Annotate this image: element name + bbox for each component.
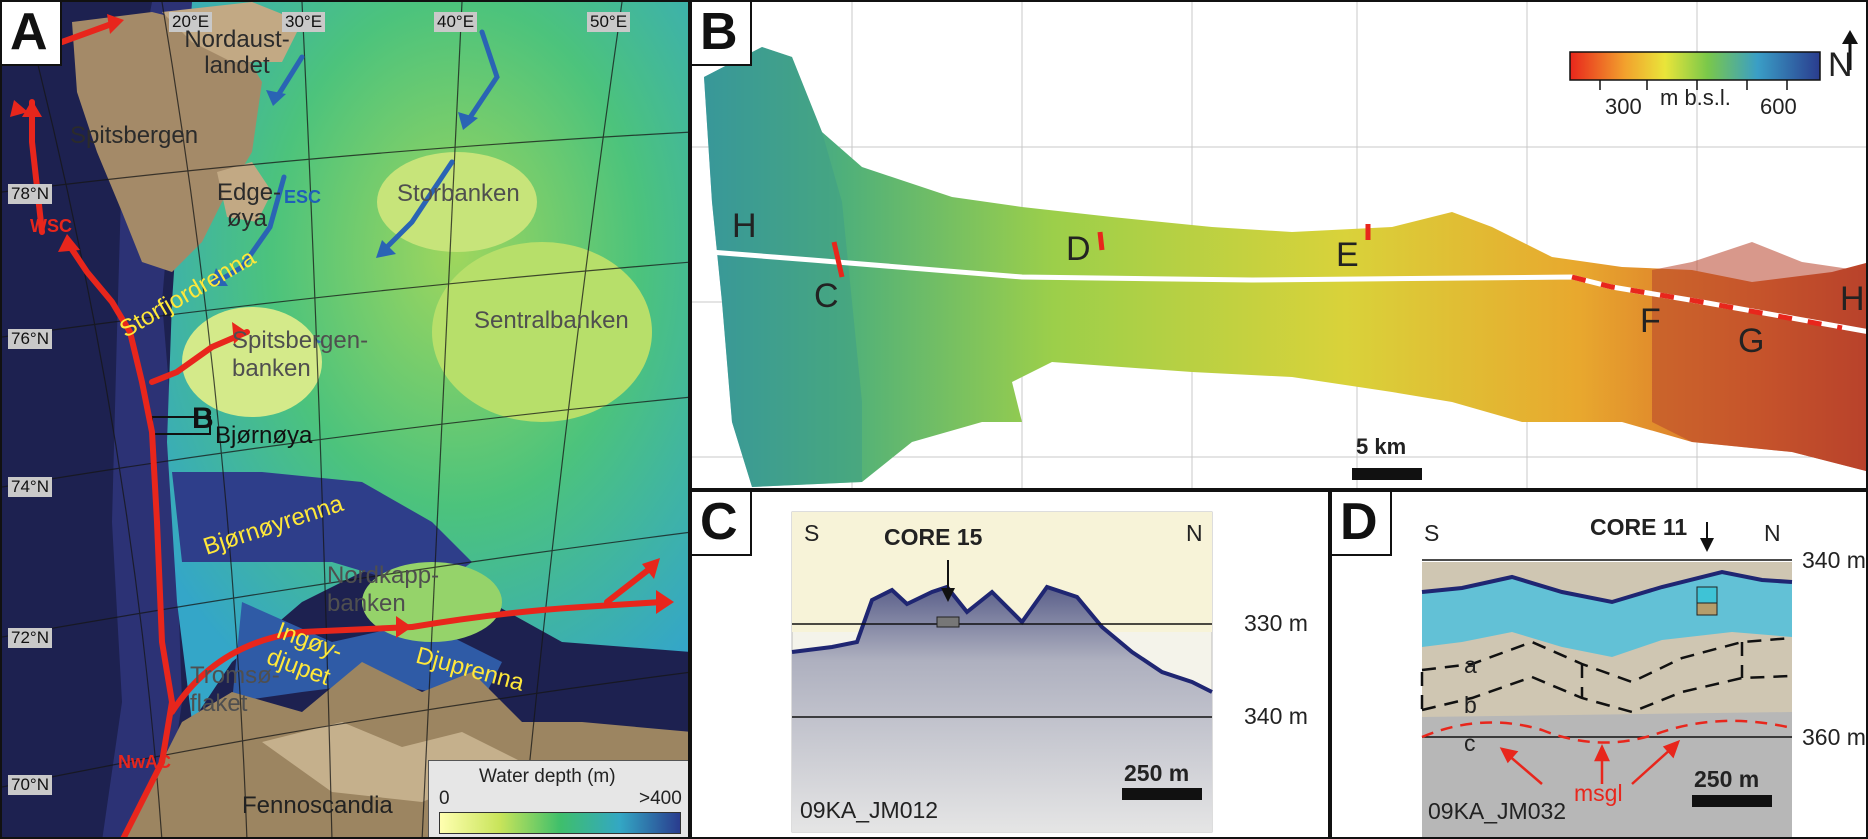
lat-label-74n: 74°N: [8, 477, 52, 497]
panel-d-msgl-label: msgl: [1574, 780, 1623, 806]
profile-letter-h-end: H: [1840, 280, 1865, 318]
profile-letter-e: E: [1336, 236, 1359, 274]
panel-d-unit-a: a: [1464, 652, 1477, 678]
panel-c-depth-lower: 340 m: [1244, 703, 1308, 729]
lon-label-20e: 20°E: [169, 12, 213, 32]
panel-c-profile-image: [791, 511, 1213, 833]
panel-d-unit-b: b: [1464, 692, 1477, 718]
panel-a-map: A 20°E 30°E 40°E 50°E 78°N 76°N 74°N 72°…: [0, 0, 690, 839]
lon-label-40e: 40°E: [434, 12, 478, 32]
panel-d-north: N: [1764, 520, 1781, 546]
label-nwac: NwAC: [118, 752, 171, 772]
panel-c-scale-label: 250 m: [1124, 760, 1190, 786]
panel-b-label: B: [692, 2, 752, 66]
profile-letter-g: G: [1738, 322, 1765, 360]
panel-c-core-label: CORE 15: [884, 524, 983, 550]
label-esc: ESC: [284, 187, 322, 207]
lat-label-70n: 70°N: [8, 775, 52, 795]
label-nordaustlandet: Nordaust- landet: [184, 26, 290, 79]
panel-c-label: C: [692, 492, 752, 556]
lat-label-72n: 72°N: [8, 628, 52, 648]
depth-legend-colorbar: [439, 812, 681, 834]
panel-d-south: S: [1424, 520, 1440, 546]
panel-d-unit-c: c: [1464, 730, 1476, 756]
label-spitsbergenbanken: Spitsbergen- banken: [232, 327, 369, 382]
bathymetry-map: [2, 2, 688, 837]
panel-d-depth-lower: 360 m: [1802, 724, 1866, 750]
panel-d-line-id: 09KA_JM032: [1428, 798, 1567, 824]
label-sentralbanken: Sentralbanken: [474, 307, 629, 334]
panel-d-scale-label: 250 m: [1694, 766, 1760, 792]
label-wsc: WSC: [30, 216, 72, 236]
panel-b-colorbar: [1569, 51, 1821, 81]
profile-letter-c: C: [814, 277, 839, 315]
panel-d-profile-image: [1420, 522, 1793, 837]
label-storbanken: Storbanken: [397, 180, 520, 207]
panel-c-scale-bar: [1122, 788, 1202, 800]
north-label: N: [1828, 46, 1853, 84]
lon-label-30e: 30°E: [282, 12, 326, 32]
lon-label-50e: 50°E: [587, 12, 631, 32]
label-spitsbergen: Spitsbergen: [70, 122, 199, 149]
label-bjornoya: Bjørnøya: [215, 422, 313, 449]
profile-letter-f: F: [1640, 302, 1661, 340]
label-fennoscandia: Fennoscandia: [242, 792, 393, 819]
panel-c-line-id: 09KA_JM012: [800, 797, 939, 823]
label-edgeoya: Edge- øya: [217, 179, 282, 232]
panel-d-depth-upper: 340 m: [1802, 547, 1866, 573]
label-nordkappbanken: Nordkapp- banken: [327, 562, 440, 617]
swath-bathymetry-image: [692, 2, 1866, 488]
panel-d-label: D: [1332, 492, 1392, 556]
panel-d-subbottom-profile: D S N CORE 11 340 m 360 m a b c msgl 09K…: [1330, 490, 1868, 839]
colorbar-tick-600: 600: [1760, 94, 1797, 119]
depth-legend-min: 0: [439, 788, 450, 809]
lat-label-78n: 78°N: [8, 184, 52, 204]
depth-legend: Water depth (m) 0 >400: [428, 760, 688, 837]
colorbar-unit: m b.s.l.: [1660, 85, 1731, 110]
panel-d-scale-bar: [1692, 795, 1772, 807]
panel-d-core-label: CORE 11: [1590, 514, 1688, 540]
panel-c-depth-upper: 330 m: [1244, 610, 1308, 636]
depth-legend-max: >400: [639, 788, 682, 809]
lat-label-76n: 76°N: [8, 329, 52, 349]
panel-c-south: S: [804, 520, 820, 546]
label-box-b: B: [192, 402, 214, 435]
panel-c-subbottom-profile: C S N CORE 15 330 m 340 m 09KA_JM012 250…: [690, 490, 1330, 839]
panel-b-scale-label: 5 km: [1356, 434, 1407, 459]
depth-legend-title: Water depth (m): [479, 766, 616, 787]
profile-letter-h-start: H: [732, 207, 757, 245]
label-tromsoflaket: Tromsø- flaket: [190, 662, 280, 717]
colorbar-tick-300: 300: [1605, 94, 1642, 119]
panel-b-scale-bar: [1352, 468, 1422, 480]
panel-c-north: N: [1186, 520, 1203, 546]
panel-b-swath-bathymetry: B H C D E F G H 300 600 m b.s.l. N 5 km: [690, 0, 1868, 490]
profile-letter-d: D: [1066, 230, 1091, 268]
panel-a-label: A: [2, 2, 62, 66]
